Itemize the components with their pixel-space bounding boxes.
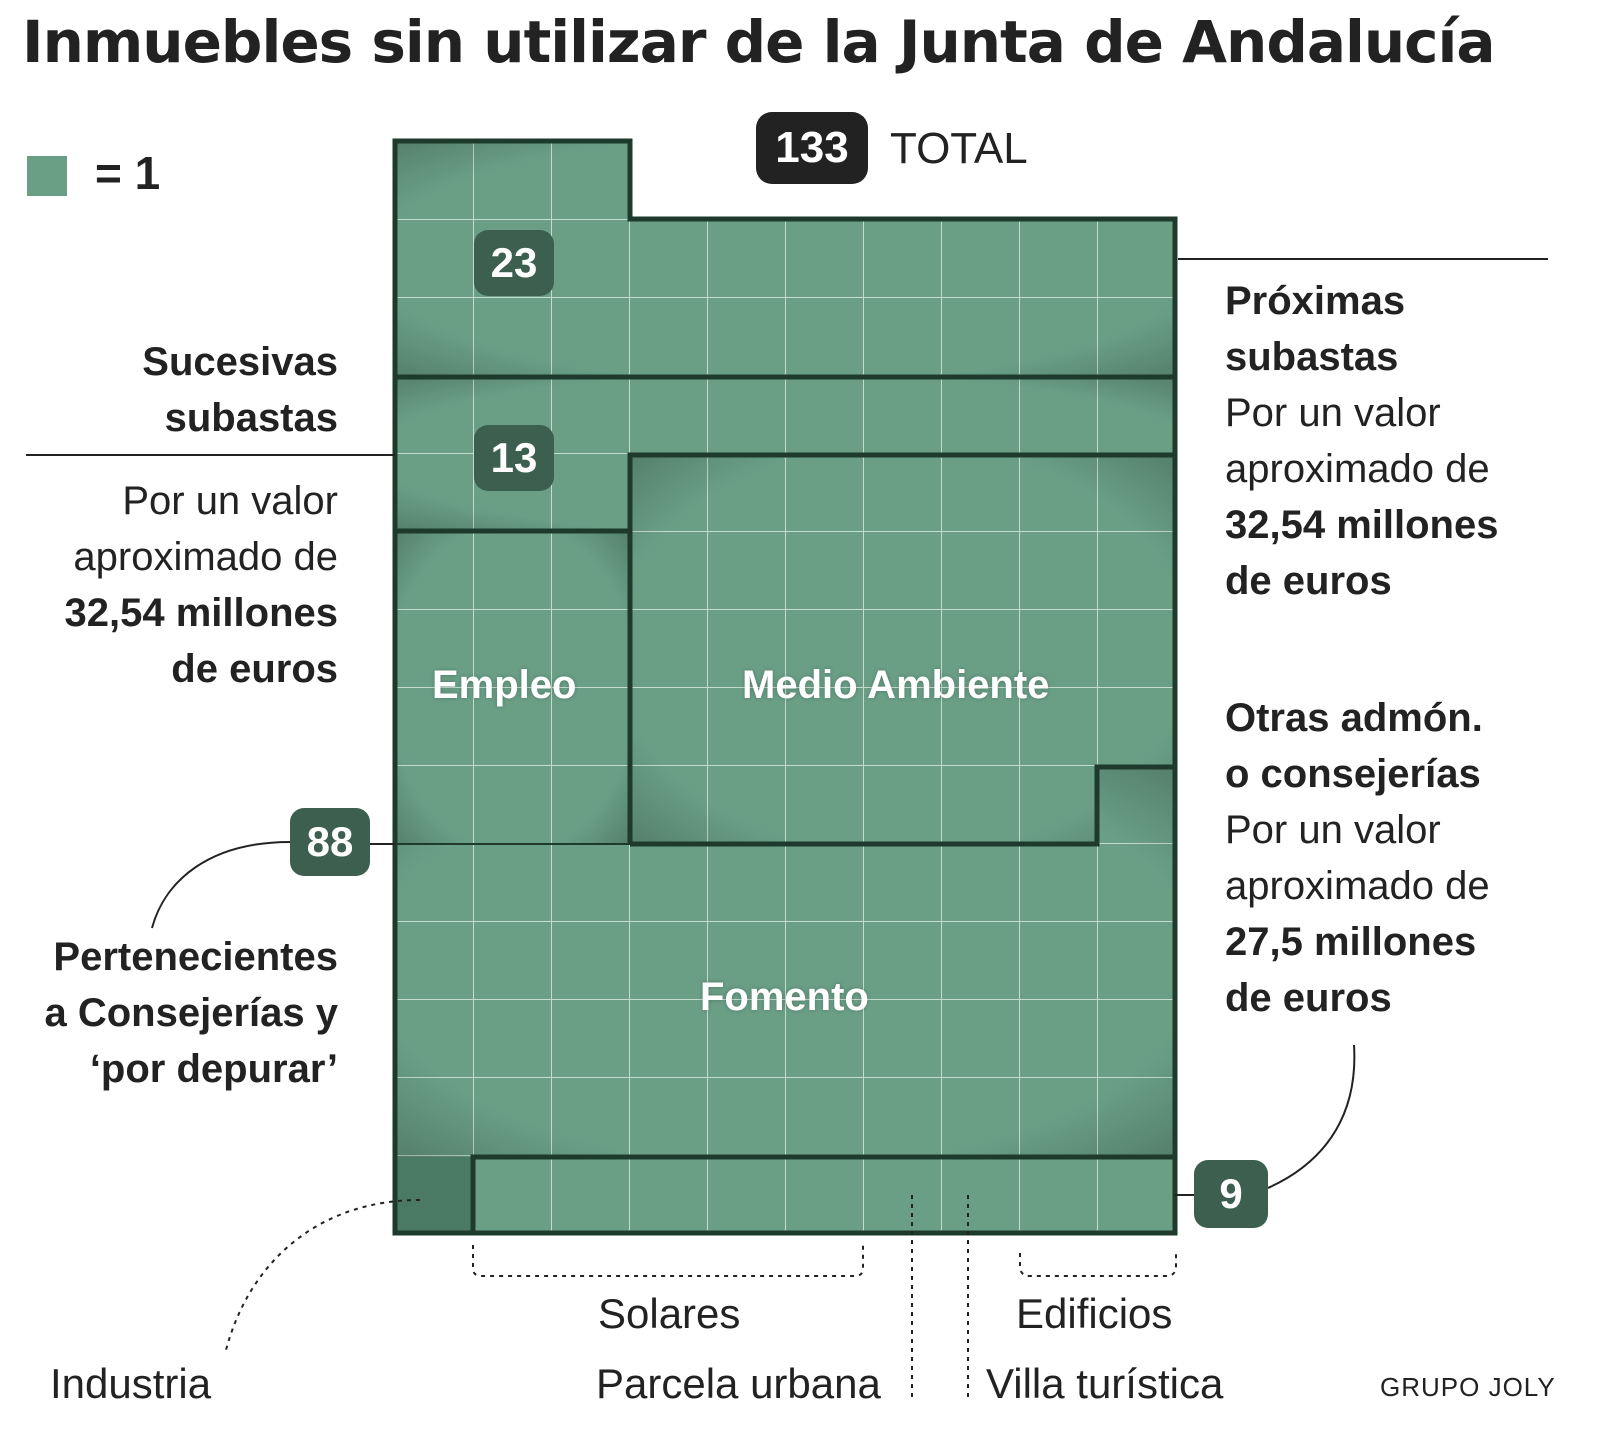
shade-fomento xyxy=(395,767,1175,1157)
label-edificios: Edificios xyxy=(1016,1290,1173,1337)
proximas-value-1: 32,54 millones xyxy=(1225,503,1499,547)
sucesivas-value-2: de euros xyxy=(171,647,338,691)
bracket-solares xyxy=(472,1245,864,1277)
otras-text-1: Por un valor xyxy=(1225,808,1441,852)
proximas-text-1: Por un valor xyxy=(1225,391,1441,435)
proximas-text-2: aproximado de xyxy=(1225,447,1490,491)
shade-empleo xyxy=(395,531,630,844)
region-label-fomento: Fomento xyxy=(700,975,869,1019)
annotation-pertenecientes: Pertenecientes a Consejerías y ‘por depu… xyxy=(8,929,339,1097)
total-badge: 133 xyxy=(756,112,868,184)
otras-value-1: 27,5 millones xyxy=(1225,920,1477,964)
proximas-value-2: de euros xyxy=(1225,559,1392,603)
leader-industria xyxy=(225,1199,421,1351)
pertenecientes-1: Pertenecientes xyxy=(53,935,338,979)
legend-swatch xyxy=(27,156,67,196)
outer-border xyxy=(392,138,1178,1236)
region-label-medio-ambiente: Medio Ambiente xyxy=(742,663,1050,707)
pertenecientes-3: ‘por depurar’ xyxy=(89,1047,338,1091)
sucesivas-text-2: aproximado de xyxy=(73,535,338,579)
proximas-title-2: subastas xyxy=(1225,335,1399,379)
industria-cell xyxy=(397,1157,473,1231)
sucesivas-title-2: subastas xyxy=(164,396,338,440)
sucesivas-text-1: Por un valor xyxy=(122,479,338,523)
sucesivas-value-1: 32,54 millones xyxy=(64,591,338,635)
badge-otras-count: 9 xyxy=(1194,1160,1268,1228)
border-medio-fomento xyxy=(630,764,1175,847)
bracket-edificios xyxy=(1019,1253,1177,1277)
otras-title-2: o consejerías xyxy=(1225,752,1481,796)
annotation-proximas: Próximas subastas Por un valor aproximad… xyxy=(1225,273,1595,609)
pertenecientes-2: a Consejerías y xyxy=(44,991,339,1035)
label-industria: Industria xyxy=(50,1360,212,1407)
sucesivas-title-1: Sucesivas xyxy=(142,340,338,384)
border-fomento-otras xyxy=(470,1154,1175,1233)
region-label-empleo: Empleo xyxy=(432,663,577,707)
annotation-sucesivas-value: Por un valor aproximado de 32,54 millone… xyxy=(20,473,338,697)
label-villa-turistica: Villa turística xyxy=(986,1360,1224,1407)
badge-consejerias-count: 88 xyxy=(290,808,370,876)
otras-title-1: Otras admón. xyxy=(1225,696,1483,740)
badge-middle-count: 13 xyxy=(474,425,554,491)
leader-88 xyxy=(151,841,291,929)
otras-text-2: aproximado de xyxy=(1225,864,1490,908)
chart-title: Inmuebles sin utilizar de la Junta de An… xyxy=(22,8,1496,76)
shade-medio xyxy=(630,455,1175,844)
border-middle-lower xyxy=(395,452,1175,534)
shade-top xyxy=(395,141,1175,377)
annotation-sucesivas: Sucesivas subastas xyxy=(20,334,338,446)
credit: GRUPO JOLY xyxy=(1380,1372,1556,1402)
leader-9 xyxy=(1267,1044,1356,1189)
otras-value-2: de euros xyxy=(1225,976,1392,1020)
label-solares: Solares xyxy=(598,1290,741,1337)
legend-label: = 1 xyxy=(95,147,161,199)
proximas-title-1: Próximas xyxy=(1225,279,1406,323)
badge-top-count: 23 xyxy=(474,230,554,296)
label-parcela-urbana: Parcela urbana xyxy=(596,1360,881,1407)
annotation-otras: Otras admón. o consejerías Por un valor … xyxy=(1225,690,1595,1026)
total-label: TOTAL xyxy=(890,124,1028,173)
